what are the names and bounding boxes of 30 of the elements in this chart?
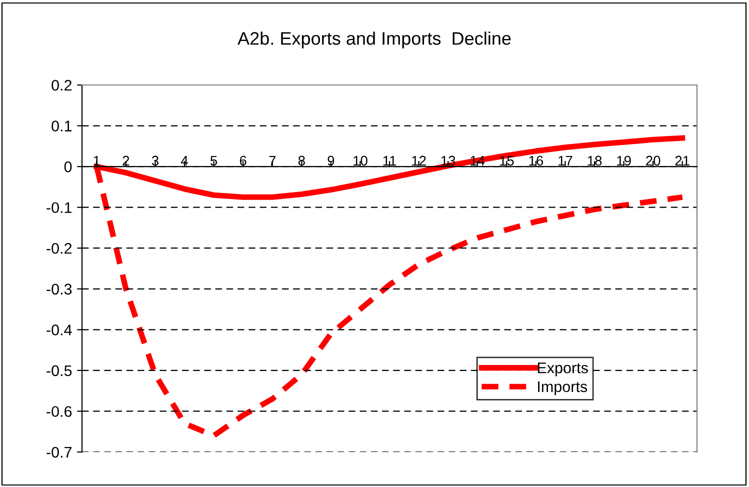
x-tick-label: 3 bbox=[152, 156, 158, 166]
y-tick-label: -0.6 bbox=[46, 406, 72, 417]
x-tick-label: 15 bbox=[500, 156, 514, 166]
x-tick-label: 6 bbox=[240, 156, 246, 166]
y-tick-label: -0.4 bbox=[46, 324, 72, 336]
x-tick-label: 20 bbox=[646, 156, 660, 166]
x-tick-label: 12 bbox=[412, 156, 426, 166]
x-tick-label: 8 bbox=[298, 156, 305, 166]
y-tick-label: 0.2 bbox=[52, 80, 72, 91]
legend-label: Imports bbox=[538, 381, 588, 396]
x-tick-label: 16 bbox=[529, 156, 544, 166]
y-tick-label: -0.5 bbox=[46, 365, 72, 376]
y-tick-label: -0.2 bbox=[46, 242, 72, 254]
x-tick-label: 17 bbox=[558, 156, 572, 166]
y-tick-label: 0.1 bbox=[52, 120, 72, 132]
chart-title: A2b. Exports and Imports Decline bbox=[238, 32, 511, 48]
x-tick-label: 10 bbox=[354, 156, 368, 166]
x-tick-label: 4 bbox=[180, 156, 188, 166]
x-tick-label: 9 bbox=[328, 156, 334, 166]
y-tick-label: -0.3 bbox=[46, 284, 72, 295]
y-tick-label: 0 bbox=[64, 161, 72, 172]
legend-label: Exports bbox=[538, 362, 588, 376]
x-tick-label: 11 bbox=[383, 156, 396, 166]
x-tick-label: 18 bbox=[588, 156, 602, 166]
x-tick-label: 5 bbox=[210, 156, 218, 166]
x-tick-label: 19 bbox=[617, 156, 631, 166]
x-tick-label: 14 bbox=[470, 156, 485, 166]
x-tick-label: 21 bbox=[675, 156, 690, 166]
y-tick-label: -0.1 bbox=[46, 202, 72, 214]
y-tick-label: -0.7 bbox=[46, 446, 72, 458]
